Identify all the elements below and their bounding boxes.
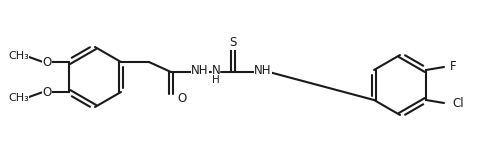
- Text: CH₃: CH₃: [8, 51, 29, 61]
- Text: CH₃: CH₃: [8, 93, 29, 103]
- Text: S: S: [230, 36, 237, 49]
- Text: NH: NH: [254, 65, 272, 78]
- Text: N: N: [212, 65, 221, 78]
- Text: F: F: [450, 60, 457, 73]
- Text: Cl: Cl: [452, 97, 464, 109]
- Text: O: O: [177, 92, 186, 105]
- Text: NH: NH: [191, 65, 209, 78]
- Text: H: H: [212, 75, 220, 85]
- Text: O: O: [42, 56, 51, 68]
- Text: O: O: [42, 86, 51, 98]
